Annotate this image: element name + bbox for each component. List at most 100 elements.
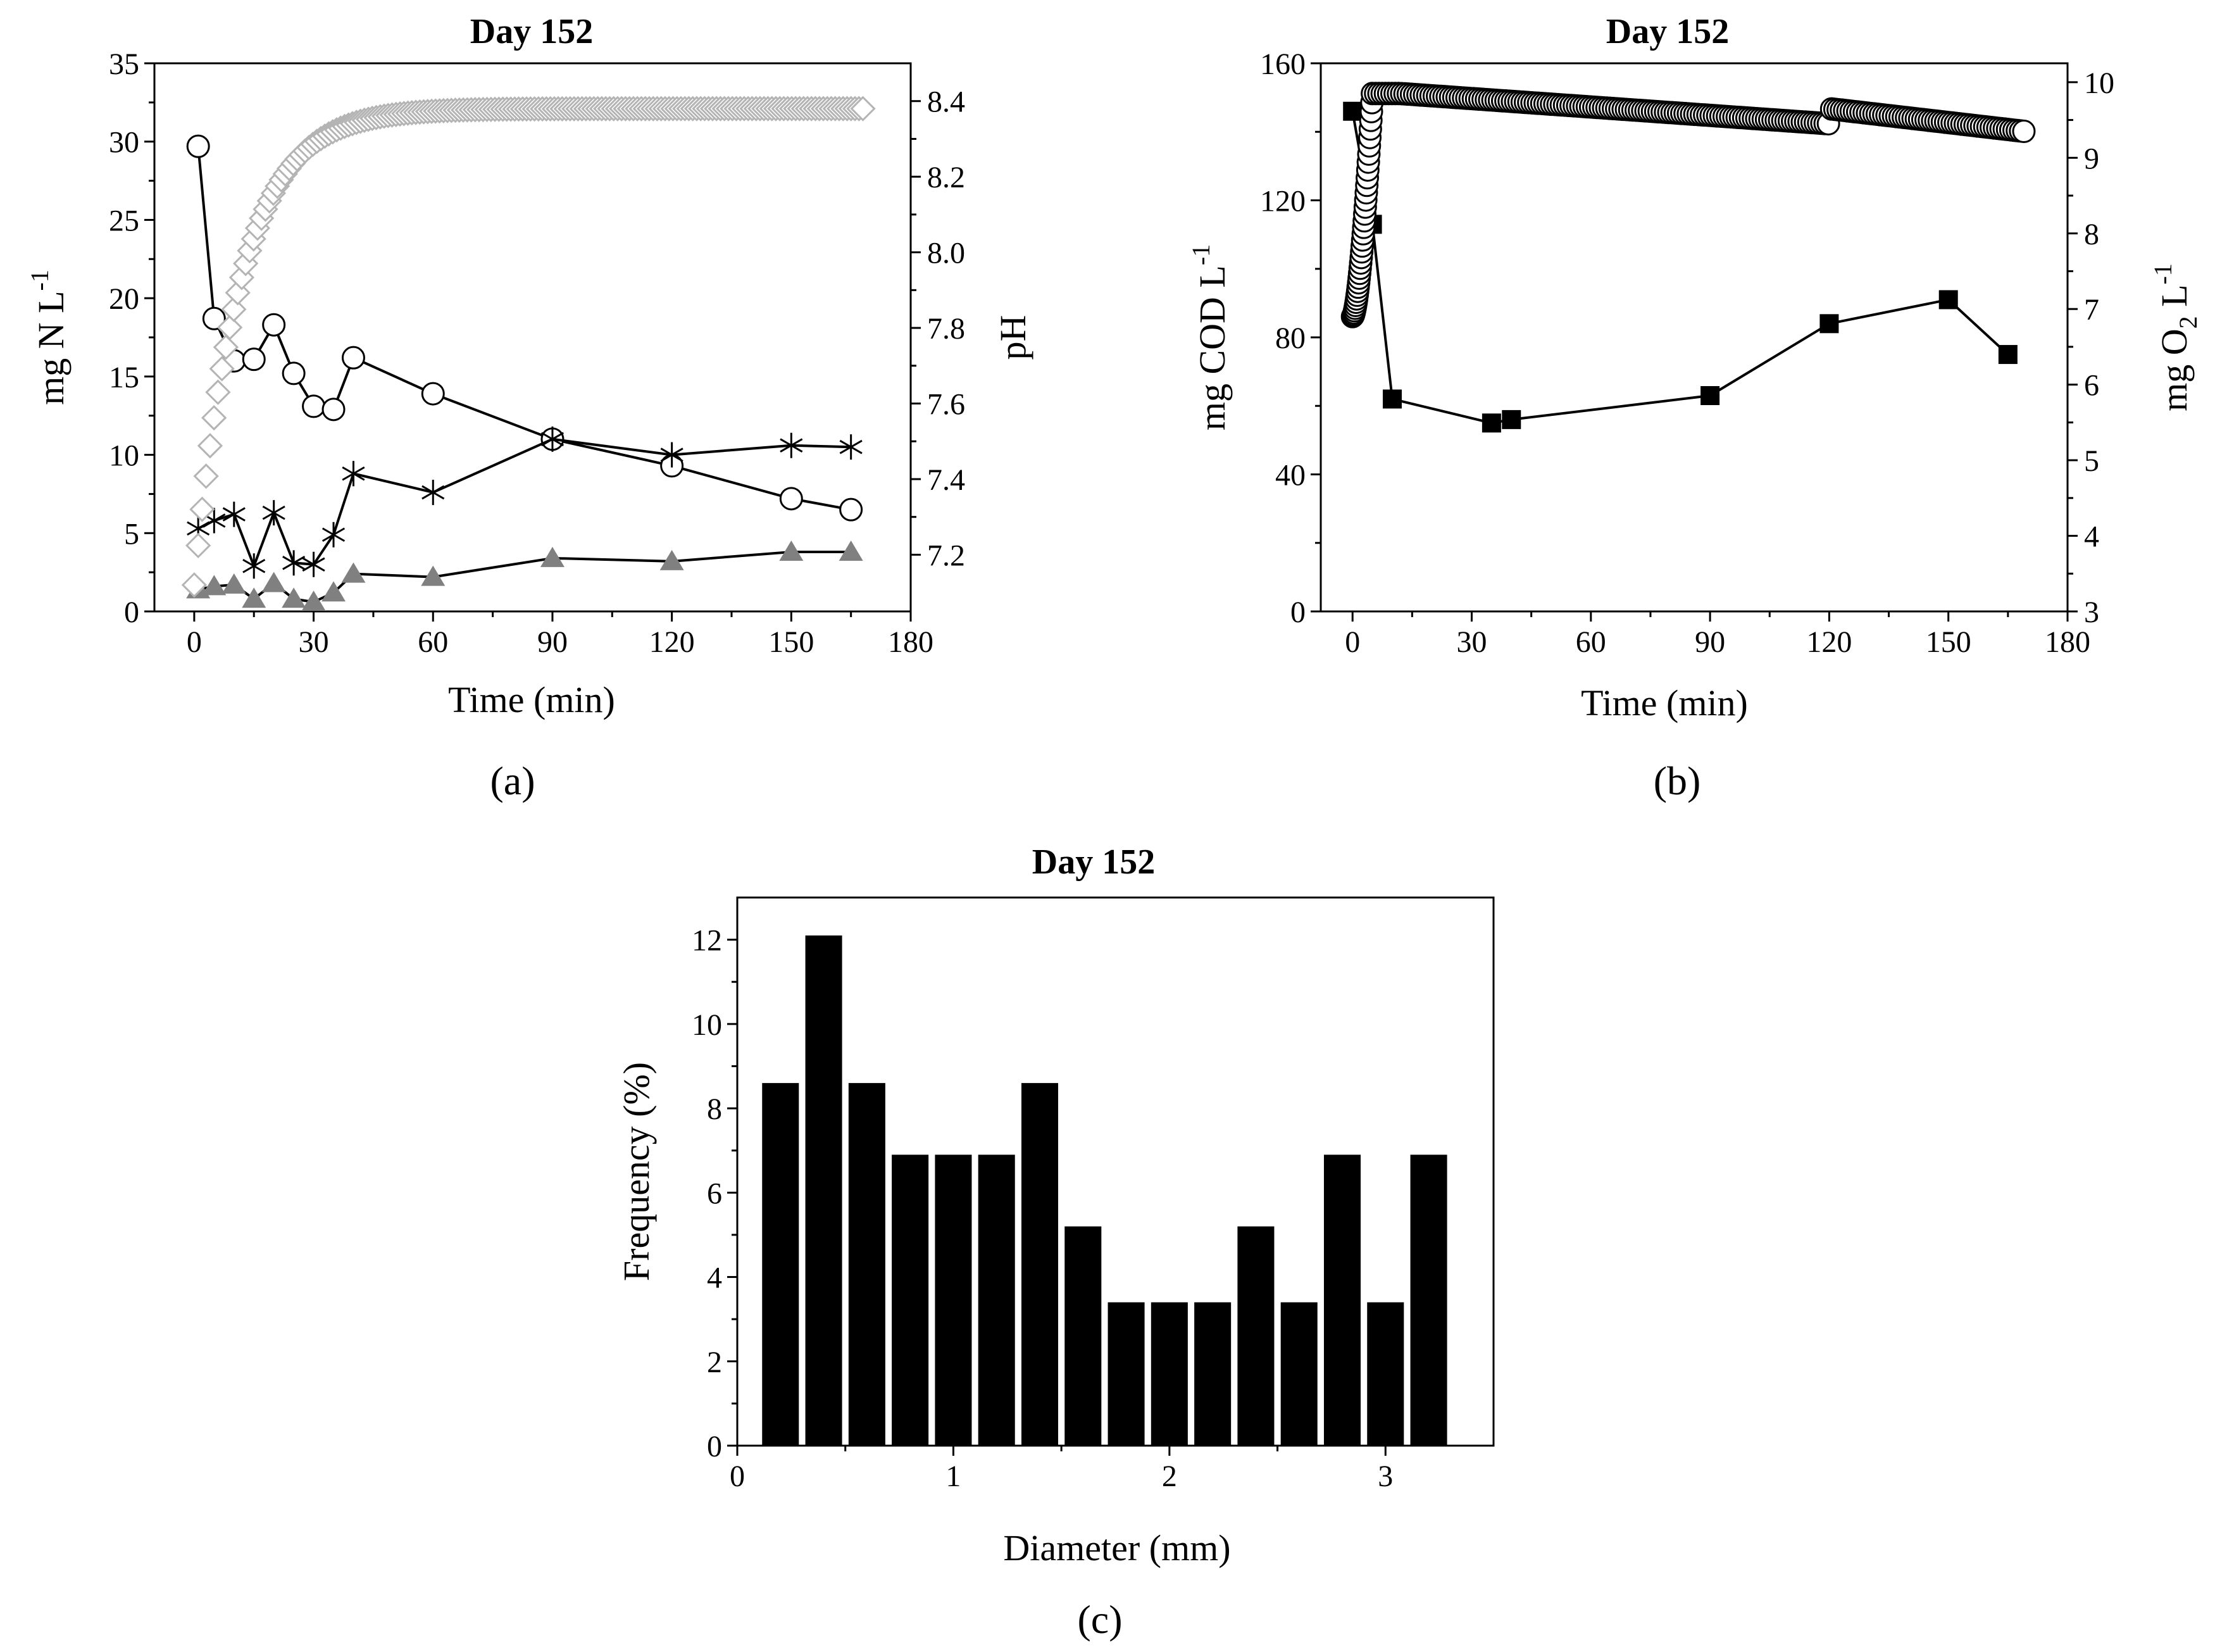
ph-data-point [185,532,211,558]
series-2-data-point [262,500,285,526]
panel-a-y2-axis-label-group: pH [992,315,1033,360]
panel-b-y2-tick-label: 10 [2084,66,2114,100]
series-2-line [197,437,851,570]
panel-a-y-axis-label-group: mg N L-1 [25,270,72,405]
panel-c-y-tick-label: 12 [692,924,722,958]
panel-a-y-tick-label: 20 [109,282,139,316]
ph-data-point [213,334,239,360]
panel-b-y2-tick-label: 5 [2084,444,2099,478]
ph-data-point [197,433,223,459]
panel-a-x-tick-label: 90 [537,625,568,659]
panel-c-y-tick-label: 8 [707,1092,722,1126]
panel-b-y2-tick-label: 3 [2084,596,2099,629]
panel-b-x-tick-label: 180 [2045,625,2090,659]
panel-a-y2-tick-label: 7.2 [927,539,965,572]
histogram-bar [1151,1302,1188,1446]
ph-data-point [850,96,876,122]
panel-a-y-tick-label: 0 [124,596,139,629]
cod-data-point [1382,389,1402,409]
panel-b-x-tick-label: 90 [1695,625,1725,659]
series-3-data-point [282,587,306,608]
panel-a-y2-axis-label: pH [992,315,1033,360]
series-2-data-point [780,432,803,458]
panel-b-label: (b) [1654,758,1701,803]
series-1-data-point [839,497,863,522]
series-2-data-point [540,426,565,452]
series-1-data-point [202,306,226,330]
histogram-bar [935,1155,972,1446]
series-1-data-point [186,134,210,158]
panel-b-y2-axis-label: mg O2 L-1 [2149,263,2202,411]
panel-b-y-tick-label: 40 [1275,459,1306,492]
histogram-bar [1021,1083,1059,1446]
panel-c-y-axis-label: Frequency (%) [616,1062,657,1281]
panel-a-y-tick-label: 10 [109,439,139,473]
series-3-data-point [261,572,286,592]
series-1-data-point [321,397,346,422]
panel-b-y-axis-label: mg COD L-1 [1187,244,1233,430]
histogram-bar [805,935,842,1446]
panel-b-y2-tick-label: 8 [2084,218,2099,251]
series-1-line [197,146,852,511]
panel-a-x-tick-label: 60 [418,625,448,659]
panel-a-x-tick-label: 0 [187,625,202,659]
panel-c-x-tick-label: 0 [730,1460,745,1493]
panel-a-x-tick-label: 150 [768,625,814,659]
series-2-data-point [242,553,266,579]
series-2-data-point [342,461,365,487]
series-1-data-point [341,346,365,370]
panel-a: Day 152 0 30 60 90 120 150 180 0 5 10 15 20 25 30 35 7.… [25,12,1033,803]
panel-c-marks [762,935,1447,1446]
histogram-bar [1108,1302,1145,1446]
series-2-data-point [421,479,445,505]
panel-b-y2-axis-label-group: mg O2 L-1 [2149,263,2202,411]
panel-a-y-tick-label: 15 [109,361,139,394]
cod-data-point [1502,410,1521,429]
panel-a-y2-tick-label: 8.0 [927,237,965,270]
histogram-bar [1280,1302,1318,1446]
dissolved-oxygen-data-point [2012,120,2036,144]
histogram-bar [978,1155,1015,1446]
histogram-bar [1064,1226,1102,1446]
ph-data-point [217,315,243,341]
series-3-data-point [242,587,266,608]
panel-a-label: (a) [490,758,535,803]
panel-a-y2-tick-label: 8.4 [927,85,965,119]
panel-b-y2-tick-label: 7 [2084,293,2099,327]
series-3-data-point [839,540,863,561]
panel-a-y2-tick-label: 8.2 [927,161,965,194]
histogram-bar [892,1155,929,1446]
series-1-data-point [302,394,326,418]
panel-a-y2-tick-label: 7.4 [927,463,965,497]
cod-data-point [1938,290,1958,310]
panel-a-marks [181,96,876,611]
series-1-data-point [421,382,445,406]
series-3-data-point [540,546,565,567]
panel-b-x-tick-label: 150 [1926,625,1971,659]
panel-b-y2-tick-label: 6 [2084,369,2099,403]
series-2-data-point [839,434,863,460]
panel-a-x-tick-label: 180 [888,625,933,659]
panel-c-x-tick-label: 2 [1162,1460,1177,1493]
panel-b-y-axis-label-group: mg COD L-1 [1187,244,1233,430]
panel-b-y-tick-label: 0 [1290,596,1306,629]
series-1-data-point [242,347,266,372]
panel-c-y-axis-label-group: Frequency (%) [616,1062,657,1281]
panel-b-y2-tick-label: 4 [2084,520,2099,554]
panel-b-plot-frame [1320,62,2069,613]
panel-c-x-axis-label: Diameter (mm) [1003,1527,1230,1568]
panel-b-title: Day 152 [1606,12,1729,51]
panel-c-y-tick-label: 10 [692,1008,722,1042]
ph-data-point [193,463,219,489]
panel-b-y-tick-label: 80 [1275,322,1306,355]
series-3-data-point [659,549,684,570]
ph-data-point [209,356,235,382]
panel-b-ticks: 0 30 60 90 120 150 180 0 40 80 120 160 3 4 5 6 7 8 9 10 [1260,47,2114,659]
cod-data-point [1998,345,2018,365]
panel-a-y-tick-label: 5 [124,517,139,551]
panel-c-y-tick-label: 6 [707,1177,722,1210]
histogram-bar [1410,1155,1447,1446]
panel-c-x-tick-label: 3 [1378,1460,1393,1493]
cod-data-point [1343,101,1363,121]
